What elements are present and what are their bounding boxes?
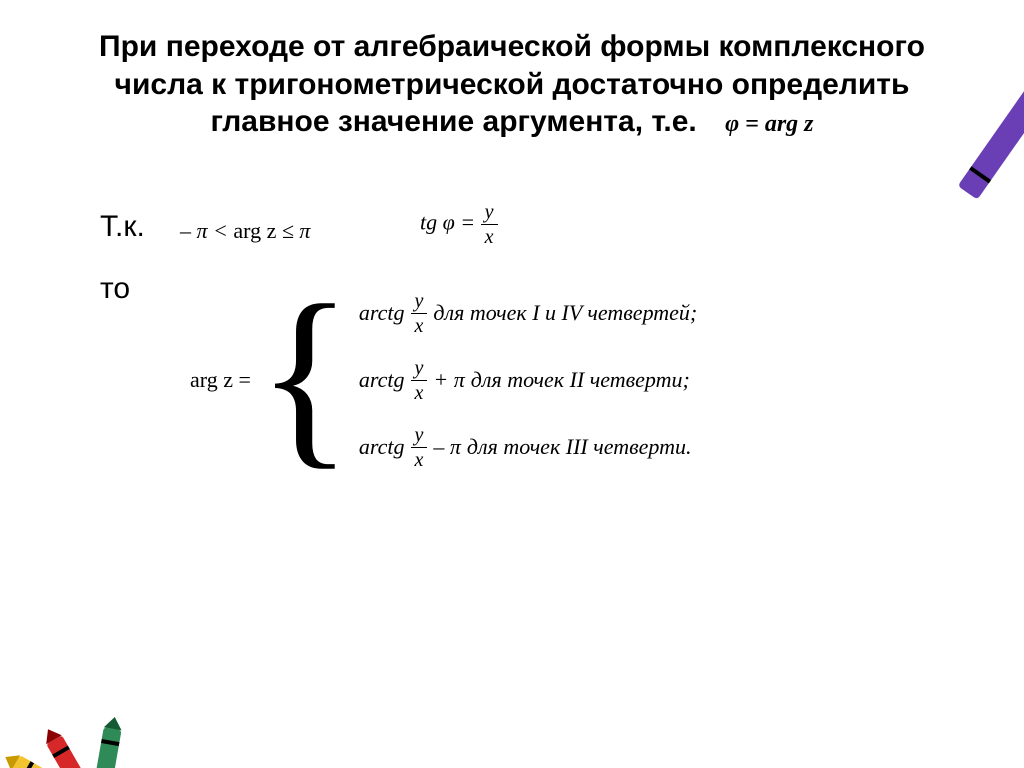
plus-pi: + π — [433, 367, 464, 393]
brace-icon: { — [257, 286, 353, 466]
case3-text: для точек III четверти. — [467, 434, 692, 460]
phi-equals-argz: φ = arg z — [725, 111, 813, 137]
tan-frac: y x — [481, 202, 498, 247]
case2-text: для точек II четверти; — [471, 367, 690, 393]
arctg-1: arctg — [359, 300, 405, 326]
range-argz: arg z — [233, 218, 276, 243]
tg-phi: tg φ = — [420, 210, 475, 235]
frac3-den: x — [411, 448, 428, 470]
case-1: arctg y x для точек I и IV четвертей; — [359, 291, 697, 336]
slide-title: При переходе от алгебраической формы ком… — [60, 28, 964, 141]
argz-cases: arg z = { arctg y x для точек I и IV чет… — [190, 290, 697, 470]
case-2: arctg y x + π для точек II четверти; — [359, 358, 697, 403]
crayon-purple-icon — [958, 30, 1024, 199]
frac-2: y x — [411, 358, 428, 403]
minus-pi: – π — [433, 434, 461, 460]
frac-3: y x — [411, 425, 428, 470]
tangent-eq: tg φ = y x — [420, 202, 498, 247]
frac1-den: x — [411, 314, 428, 336]
case1-text: для точек I и IV четвертей; — [433, 300, 697, 326]
then-label: то — [100, 272, 130, 306]
cases-body: arctg y x для точек I и IV четвертей; ar… — [359, 291, 697, 470]
range-left: – π < — [180, 218, 228, 243]
frac-1: y x — [411, 291, 428, 336]
frac3-num: y — [411, 425, 428, 448]
frac2-den: x — [411, 381, 428, 403]
since-label: Т.к. — [100, 210, 145, 244]
frac-den: x — [481, 225, 498, 247]
arg-range: – π < arg z ≤ π — [180, 218, 310, 244]
arctg-2: arctg — [359, 367, 405, 393]
frac1-num: y — [411, 291, 428, 314]
frac-num: y — [481, 202, 498, 225]
frac2-num: y — [411, 358, 428, 381]
case-3: arctg y x – π для точек III четверти. — [359, 425, 697, 470]
arctg-3: arctg — [359, 434, 405, 460]
slide: При переходе от алгебраической формы ком… — [0, 0, 1024, 768]
range-right: ≤ π — [282, 218, 311, 243]
cases-lhs: arg z = — [190, 367, 251, 393]
